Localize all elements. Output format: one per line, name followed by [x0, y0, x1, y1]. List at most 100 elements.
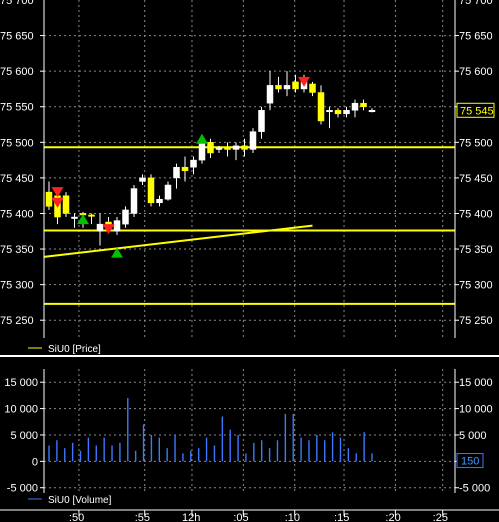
price-tick-label-left: 75 650 — [0, 31, 34, 43]
candle-body — [334, 110, 342, 115]
candle-body — [147, 177, 155, 204]
price-tick-label-left: 75 350 — [0, 244, 34, 256]
time-tick-label: :20 — [385, 512, 400, 522]
last-price-label: 75 545 — [460, 105, 494, 117]
volume-tick-label-left: 0 — [32, 456, 38, 468]
candle-body — [198, 142, 206, 161]
candle-body — [130, 188, 138, 214]
candle-body — [122, 209, 129, 225]
candle-body — [309, 83, 316, 93]
candle-body — [343, 110, 350, 115]
price-tick-label-right: 75 250 — [459, 315, 493, 327]
sell-marker — [51, 187, 64, 198]
price-tick-label-right: 75 450 — [459, 173, 493, 185]
price-tick-label-left: 75 400 — [0, 208, 34, 220]
candle-body — [156, 198, 163, 204]
candle-body — [317, 92, 325, 122]
candle-body — [139, 177, 146, 182]
last-price-box — [456, 102, 495, 118]
candle-body — [190, 159, 197, 168]
time-tick-label: 12h — [182, 512, 200, 522]
time-axis[interactable]: :50 :55 12h :05 :10 :15 :20 :25 — [69, 510, 448, 522]
sell-marker — [51, 197, 64, 208]
candle-body — [232, 145, 240, 150]
buy-marker — [196, 133, 208, 144]
volume-tick-label-left: -5 000 — [7, 483, 38, 495]
price-horizontal-lines[interactable] — [44, 146, 455, 305]
candle-body — [275, 85, 282, 90]
candle-body — [96, 223, 104, 232]
candle-body — [113, 220, 121, 232]
last-volume-label: 150 — [461, 456, 479, 468]
candle-body — [266, 85, 274, 104]
volume-tick-label-left: 10 000 — [4, 404, 38, 416]
candle-body — [326, 110, 333, 113]
time-tick-label: :05 — [233, 512, 248, 522]
price-tick-label-right-partial: 75 700 — [459, 0, 493, 7]
volume-tick-label-left: 5 000 — [10, 430, 38, 442]
time-tick-label: :50 — [69, 512, 84, 522]
price-legend: SiU0 [Price] — [28, 344, 101, 355]
price-tick-label-left-partial: 75 700 — [0, 0, 34, 7]
price-tick-label-left: 75 500 — [0, 137, 34, 149]
candle-body — [249, 131, 257, 150]
price-tick-label-left: 75 250 — [0, 315, 34, 327]
trend-line — [43, 224, 313, 258]
sell-marker — [298, 76, 310, 87]
candle-body — [62, 195, 70, 214]
price-tick-label-right: 75 300 — [459, 280, 493, 292]
time-tick-label: :25 — [433, 512, 448, 522]
time-tick-label: :10 — [285, 512, 300, 522]
sell-marker — [102, 224, 115, 235]
candle-body — [45, 191, 53, 207]
candle-body — [215, 147, 223, 150]
volume-tick-label-left: 15 000 — [4, 377, 38, 389]
buy-marker — [77, 214, 89, 225]
candle-body — [360, 102, 367, 107]
candle-body — [224, 147, 231, 150]
candle-body — [241, 145, 248, 150]
time-tick-label: :55 — [135, 512, 150, 522]
price-tick-label-left: 75 300 — [0, 280, 34, 292]
time-tick-label: :15 — [334, 512, 349, 522]
price-legend-label: SiU0 [Price] — [48, 344, 101, 355]
candle-body — [351, 102, 359, 111]
volume-legend: SiU0 [Volume] — [28, 495, 112, 506]
price-tick-label-left: 75 450 — [0, 173, 34, 185]
candle-body — [368, 110, 376, 113]
volume-tick-label-right: -5 000 — [459, 483, 490, 495]
candle-body — [71, 216, 78, 219]
price-tick-label-left: 75 550 — [0, 102, 34, 114]
candle-body — [173, 166, 180, 179]
price-tick-label-right: 75 350 — [459, 244, 493, 256]
price-tick-label-right: 75 650 — [459, 31, 493, 43]
last-volume-box — [456, 453, 484, 469]
price-tick-label-right: 75 500 — [459, 137, 493, 149]
volume-bars — [48, 398, 373, 462]
candle-body — [88, 214, 95, 217]
volume-axis-left: 15 000 10 000 5 000 0 -5 000 — [4, 377, 44, 495]
price-tick-label-left: 75 600 — [0, 66, 34, 78]
price-candles — [45, 71, 376, 246]
candle-body — [292, 81, 299, 90]
price-tick-label-right: 75 600 — [459, 66, 493, 78]
candle-body — [283, 85, 291, 90]
candle-body — [164, 184, 172, 200]
volume-tick-label-right: 5 000 — [459, 430, 487, 442]
candle-body — [181, 166, 189, 172]
buy-marker — [111, 247, 123, 258]
volume-grid — [44, 369, 455, 493]
trade-markers — [51, 76, 310, 258]
candle-body — [258, 110, 265, 132]
price-axis-left: 75 650 75 600 75 550 75 500 75 450 75 400 75 3… — [0, 0, 44, 327]
candle-body — [207, 142, 214, 154]
price-grid — [44, 0, 455, 338]
volume-legend-label: SiU0 [Volume] — [48, 495, 112, 506]
price-trend-line[interactable] — [43, 224, 313, 258]
volume-tick-label-right: 10 000 — [459, 404, 493, 416]
volume-tick-label-right: 15 000 — [459, 377, 493, 389]
price-tick-label-right: 75 400 — [459, 208, 493, 220]
